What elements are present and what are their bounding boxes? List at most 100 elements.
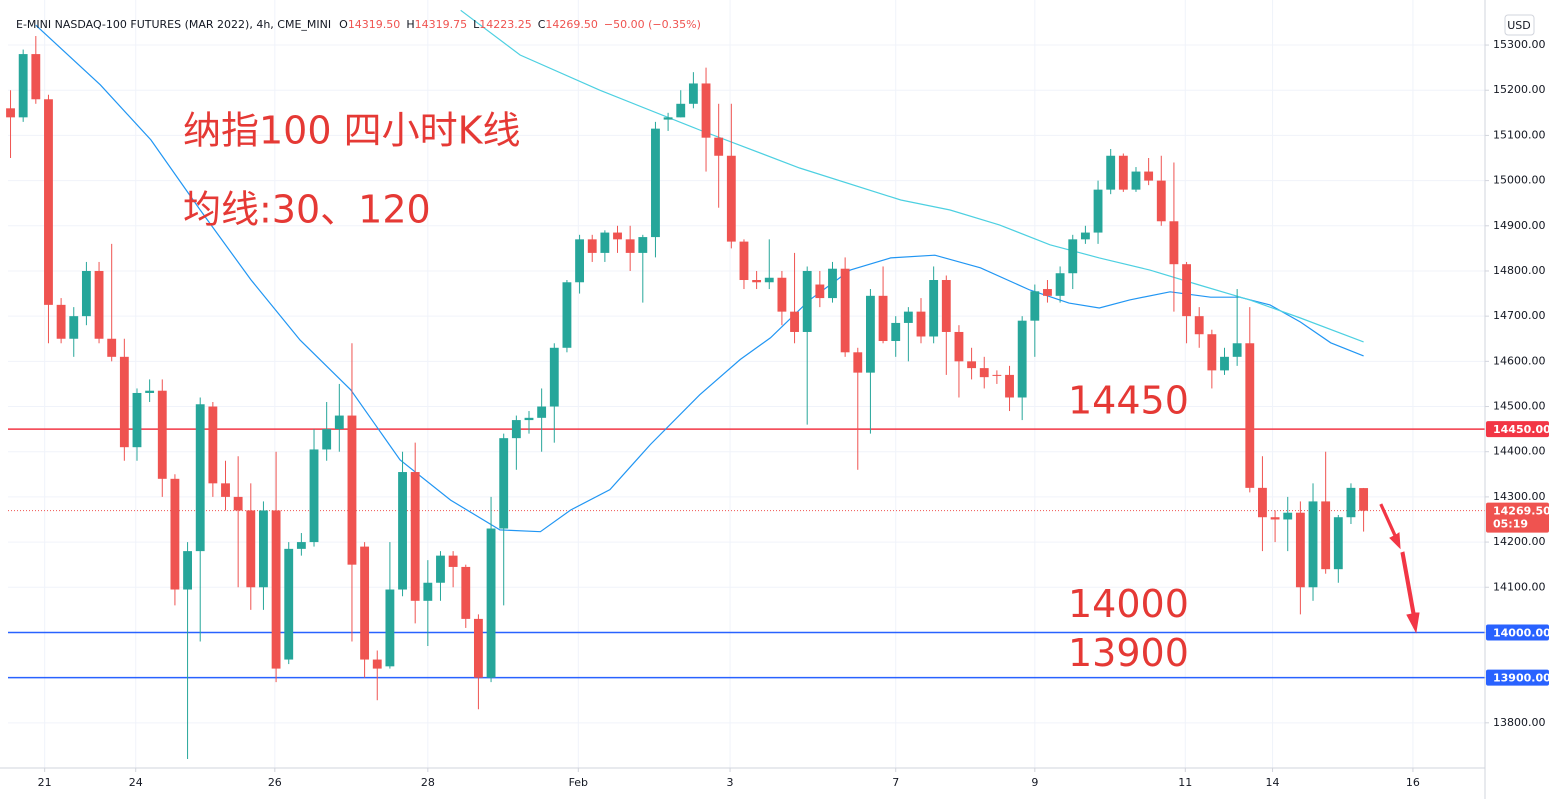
- candle-body: [94, 270, 104, 339]
- candle-body: [979, 368, 989, 378]
- candle-body: [1220, 356, 1229, 371]
- candle-body: [132, 392, 142, 448]
- candle-body: [562, 282, 572, 348]
- candle-body: [44, 99, 53, 305]
- y-tick-label: 14600.00: [1493, 354, 1546, 367]
- candle-body: [461, 566, 471, 619]
- axes: 13800.00 13900.00 14000.00 14100.00 14200.00…: [38, 38, 1551, 789]
- currency-box[interactable]: [1504, 14, 1535, 36]
- y-tick-label: 14800.00: [1493, 264, 1546, 277]
- y-tick-label: 14900.00: [1493, 219, 1546, 232]
- candle-body: [145, 390, 155, 393]
- symbol: E-MINI NASDAQ-100 FUTURES (MAR 2022), 4h…: [16, 18, 331, 31]
- candle-body: [1017, 320, 1027, 398]
- y-tick-label: 14500.00: [1493, 400, 1546, 413]
- candle-body: [828, 268, 837, 299]
- y-tick-label: 15100.00: [1493, 128, 1546, 141]
- ohlc-value: 14319.50: [348, 18, 401, 31]
- candle-body: [878, 295, 888, 342]
- candle-body: [334, 415, 344, 430]
- currency[interactable]: USD: [1507, 19, 1531, 32]
- candle-body: [1156, 180, 1166, 222]
- y-tick-label: 15000.00: [1493, 174, 1546, 187]
- candle-body: [701, 83, 711, 138]
- candle-body: [511, 420, 521, 439]
- price-label-box: [1486, 624, 1549, 641]
- candle-body: [233, 496, 243, 511]
- candle-body: [1346, 487, 1356, 518]
- candle-body: [170, 478, 180, 590]
- candle-body: [929, 280, 939, 337]
- candle-body: [398, 472, 407, 590]
- candle-body: [436, 555, 445, 583]
- candle-body: [815, 284, 825, 299]
- candle-body: [309, 449, 319, 543]
- candle-body: [410, 472, 420, 601]
- candle-body: [1232, 343, 1242, 357]
- price-label: 14000.00: [1493, 626, 1551, 639]
- last-price-label: 14269.50: [1493, 505, 1551, 518]
- x-tick-label: 7: [892, 776, 899, 789]
- candle-body: [638, 237, 648, 253]
- x-tick-label: 24: [129, 776, 143, 789]
- candle-body: [246, 510, 256, 588]
- ohlc-key: H: [406, 18, 414, 31]
- candle-body: [81, 270, 91, 317]
- candle-body: [726, 155, 736, 242]
- candle-body: [903, 311, 913, 323]
- annotations: 纳指100 四小时K线 均线:30、120: [183, 109, 1420, 634]
- x-tick-label: 9: [1031, 776, 1038, 789]
- annotation-subtitle: 均线:30、120: [183, 188, 431, 232]
- candle-body: [1068, 239, 1078, 274]
- y-tick-label: 14200.00: [1493, 535, 1546, 548]
- x-tick-label: 21: [38, 776, 52, 789]
- candle-body: [600, 232, 610, 253]
- candle-body: [221, 483, 230, 497]
- candle-body: [1182, 264, 1191, 317]
- moving-average: [35, 24, 1364, 533]
- candle-body: [119, 356, 129, 448]
- candle-body: [954, 331, 964, 362]
- candle-body: [107, 338, 117, 357]
- candle-body: [853, 352, 863, 373]
- candle-body: [195, 404, 205, 552]
- candle-body: [663, 117, 673, 120]
- candle-body: [1333, 517, 1343, 570]
- candle-body: [284, 548, 294, 660]
- candle-body: [18, 54, 28, 118]
- candle-body: [1194, 316, 1204, 335]
- candle-body: [752, 280, 762, 283]
- y-tick-label: 13800.00: [1493, 716, 1546, 729]
- candle-body: [891, 322, 901, 342]
- candle-body: [575, 239, 585, 283]
- candle-body: [1169, 221, 1179, 265]
- ohlc-key: O: [339, 18, 348, 31]
- candle-body: [676, 103, 686, 118]
- candle-body: [31, 54, 41, 100]
- candle-body: [56, 304, 66, 339]
- x-tick-label: 3: [727, 776, 734, 789]
- x-tick-label: Feb: [569, 776, 588, 789]
- candle-body: [157, 390, 167, 479]
- moving-average: [460, 9, 1364, 343]
- price-label: 13900.00: [1493, 672, 1551, 685]
- candle-body: [613, 232, 622, 240]
- candle-body: [1118, 155, 1128, 190]
- arrow: [1400, 551, 1420, 634]
- level-annotation: 14000: [1068, 582, 1189, 626]
- level-annotation: 13900: [1068, 631, 1189, 675]
- x-tick-label: 14: [1266, 776, 1280, 789]
- candle-body: [992, 374, 1002, 376]
- candle-body: [1043, 289, 1052, 296]
- x-tick-label: 16: [1406, 776, 1420, 789]
- price-label: 14450.00: [1493, 423, 1551, 436]
- candle-body: [1308, 501, 1318, 588]
- candle-body: [448, 555, 458, 567]
- candle-body: [1055, 273, 1065, 296]
- x-tick-label: 11: [1178, 776, 1192, 789]
- candle-body: [1270, 517, 1280, 520]
- candle-body: [1093, 189, 1103, 233]
- change: −50.00 (−0.35%): [604, 18, 701, 31]
- candle-body: [322, 429, 332, 450]
